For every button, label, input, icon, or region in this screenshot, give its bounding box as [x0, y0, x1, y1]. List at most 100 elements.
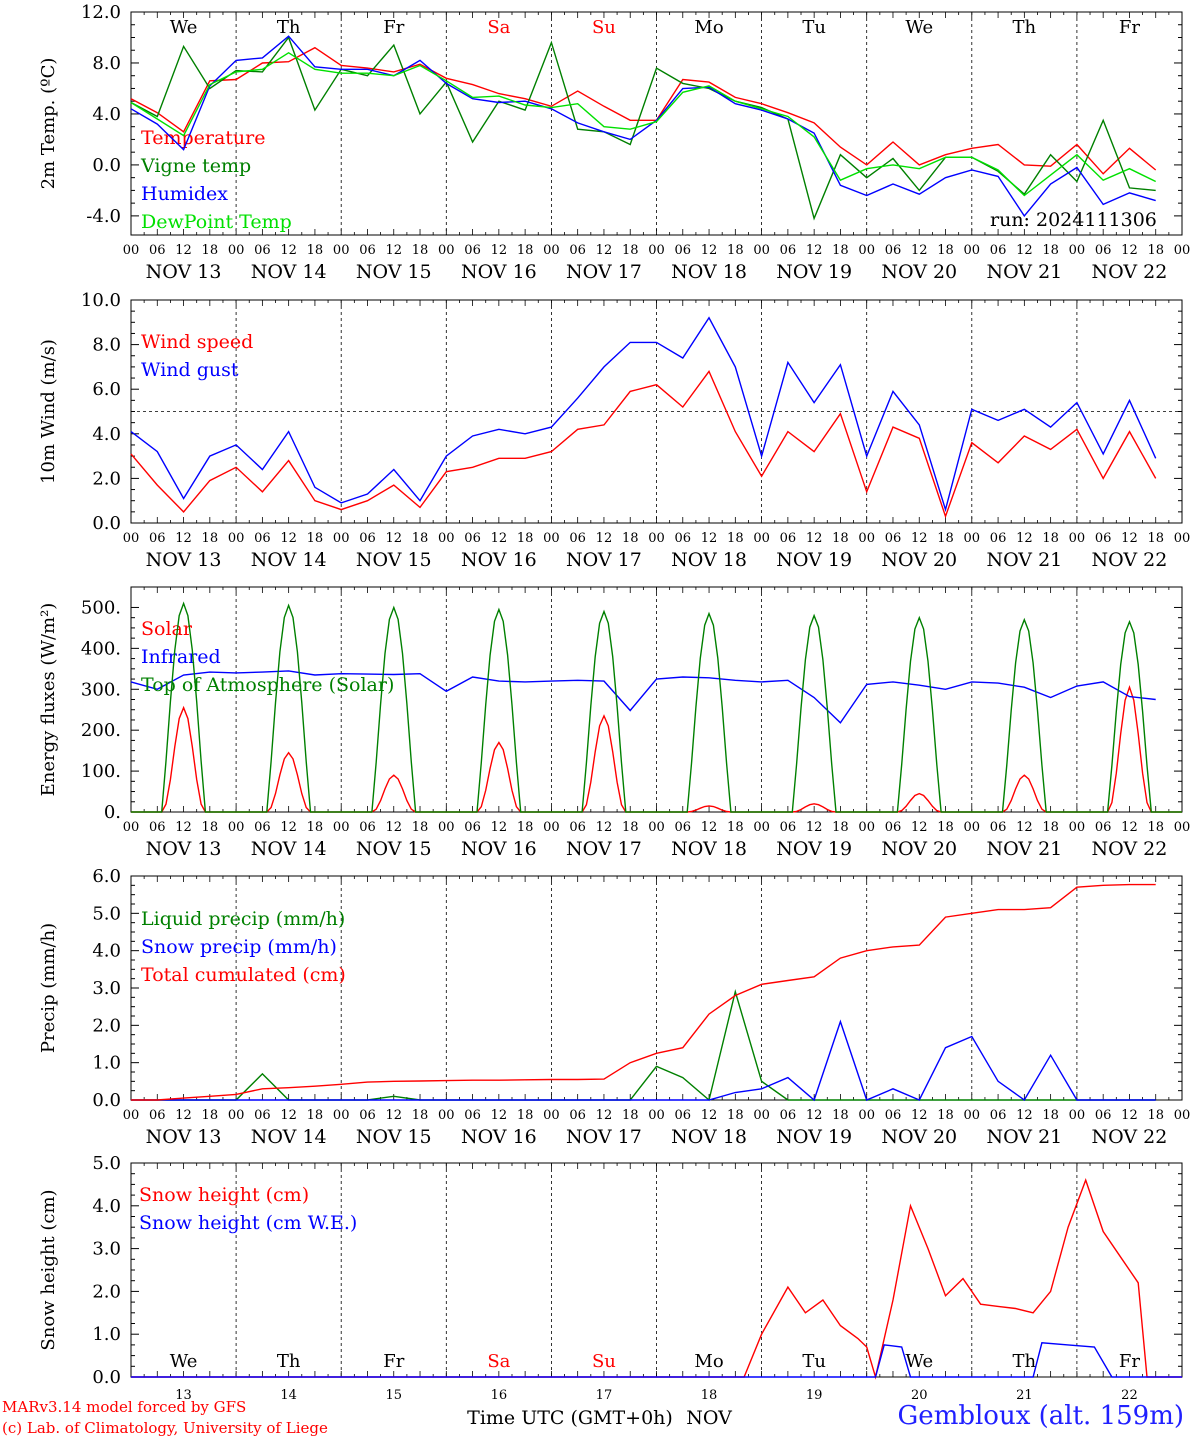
- hour-tick-label: 12: [280, 243, 297, 258]
- hour-tick-label: 06: [569, 1108, 586, 1123]
- hour-tick-label: 12: [806, 1108, 823, 1123]
- hour-tick-label: 00: [648, 820, 665, 835]
- hour-tick-label: 00: [648, 531, 665, 546]
- model-credit: MARv3.14 model forced by GFS: [2, 1398, 247, 1416]
- hour-tick-label: 18: [622, 243, 639, 258]
- weekday-label: Tu: [802, 17, 826, 38]
- hour-tick-label: 18: [517, 820, 534, 835]
- hour-tick-label: 12: [596, 820, 613, 835]
- hour-tick-label: 06: [1095, 1108, 1112, 1123]
- hour-tick-label: 12: [806, 243, 823, 258]
- date-label: NOV 20: [881, 261, 957, 283]
- hour-tick-label: 00: [1174, 820, 1191, 835]
- hour-tick-label: 00: [648, 1108, 665, 1123]
- legend-entry: Liquid precip (mm/h): [141, 908, 345, 930]
- hour-tick-label: 06: [569, 820, 586, 835]
- weekday-label: Su: [592, 17, 616, 38]
- y-tick-label: 4.0: [92, 941, 121, 962]
- hour-tick-label: 06: [780, 531, 797, 546]
- y-tick-label: 0.0: [92, 1090, 121, 1111]
- hour-tick-label: 00: [858, 820, 875, 835]
- series-line-total-cumulated-cm-: [131, 883, 1156, 1101]
- hour-tick-label: 18: [517, 1108, 534, 1123]
- hour-tick-label: 00: [1174, 531, 1191, 546]
- date-label: NOV 21: [986, 1126, 1062, 1148]
- hour-tick-label: 12: [385, 243, 402, 258]
- series-line-snow-height-cm-w-e-: [131, 1342, 1182, 1378]
- weekday-label: Sa: [487, 1351, 510, 1372]
- legend-entry: Wind speed: [141, 331, 253, 353]
- hour-tick-label: 06: [464, 531, 481, 546]
- y-tick-label: 500.: [81, 597, 121, 618]
- hour-tick-label: 06: [569, 531, 586, 546]
- y-tick-label: 2.0: [92, 1281, 121, 1302]
- hour-tick-label: 12: [1121, 1108, 1138, 1123]
- hour-tick-label: 12: [175, 1108, 192, 1123]
- weekday-label: Fr: [1119, 1351, 1140, 1372]
- hour-tick-label: 00: [964, 1108, 981, 1123]
- hour-tick-label: 12: [596, 1108, 613, 1123]
- date-label: NOV 17: [566, 549, 642, 571]
- hour-tick-label: 00: [228, 243, 245, 258]
- day-number-label: 16: [491, 1388, 508, 1403]
- y-tick-label: 100.: [81, 761, 121, 782]
- day-number-label: 22: [1121, 1388, 1138, 1403]
- date-label: NOV 16: [461, 838, 537, 860]
- hour-tick-label: 18: [1147, 531, 1164, 546]
- date-label: NOV 19: [776, 549, 852, 571]
- weekday-label: Fr: [1119, 17, 1140, 38]
- y-tick-label: 0.0: [92, 1367, 121, 1388]
- hour-tick-label: 18: [517, 243, 534, 258]
- date-label: NOV 20: [881, 1126, 957, 1148]
- hour-tick-label: 12: [596, 531, 613, 546]
- station-name: Gembloux (alt. 159m): [897, 1401, 1184, 1431]
- legend-entry: Snow height (cm): [139, 1184, 309, 1206]
- weekday-label: We: [905, 17, 933, 38]
- weekday-label: Fr: [383, 17, 404, 38]
- date-label: NOV 21: [986, 261, 1062, 283]
- hour-tick-label: 06: [1095, 820, 1112, 835]
- y-tick-label: 5.0: [92, 903, 121, 924]
- hour-tick-label: 00: [648, 243, 665, 258]
- chart-panel-5: 0.0 1.0 2.0 3.0 4.0 5.0 Snow height (cm) We Th Fr…: [38, 1153, 1183, 1429]
- hour-tick-label: 06: [675, 531, 692, 546]
- weekday-label: Mo: [694, 1351, 723, 1372]
- legend-entry: Solar: [141, 618, 193, 640]
- date-label: NOV 21: [986, 838, 1062, 860]
- day-number-label: 17: [596, 1388, 613, 1403]
- hour-tick-label: 18: [727, 820, 744, 835]
- hour-tick-label: 00: [858, 531, 875, 546]
- hour-tick-label: 06: [780, 820, 797, 835]
- date-label: NOV 15: [356, 549, 432, 571]
- legend-entry: Temperature: [141, 127, 265, 149]
- hour-tick-label: 12: [491, 243, 508, 258]
- hour-tick-label: 18: [832, 820, 849, 835]
- hour-tick-label: 18: [727, 531, 744, 546]
- hour-tick-label: 00: [753, 820, 770, 835]
- date-label: NOV 13: [146, 1126, 222, 1148]
- y-axis-label: Snow height (cm): [38, 1189, 59, 1350]
- hour-tick-label: 06: [254, 820, 271, 835]
- hour-tick-label: 00: [123, 243, 140, 258]
- hour-tick-label: 06: [569, 243, 586, 258]
- legend-entry: Infrared: [141, 646, 221, 668]
- hour-tick-label: 18: [517, 531, 534, 546]
- hour-tick-label: 06: [254, 243, 271, 258]
- hour-tick-label: 12: [491, 820, 508, 835]
- hour-tick-label: 12: [1121, 820, 1138, 835]
- hour-tick-label: 06: [359, 243, 376, 258]
- legend-entry: Snow precip (mm/h): [141, 936, 337, 958]
- hour-tick-label: 00: [333, 1108, 350, 1123]
- hour-tick-label: 12: [175, 820, 192, 835]
- y-tick-label: 0.: [104, 802, 121, 823]
- lab-credit: (c) Lab. of Climatology, University of L…: [2, 1419, 328, 1437]
- hour-tick-label: 06: [990, 1108, 1007, 1123]
- hour-tick-label: 18: [622, 820, 639, 835]
- hour-tick-label: 12: [385, 531, 402, 546]
- hour-tick-label: 12: [1016, 820, 1033, 835]
- hour-tick-label: 12: [911, 531, 928, 546]
- hour-tick-label: 18: [937, 820, 954, 835]
- y-axis-label: 2m Temp. (ºC): [38, 58, 59, 190]
- hour-tick-label: 18: [832, 531, 849, 546]
- hour-tick-label: 18: [937, 531, 954, 546]
